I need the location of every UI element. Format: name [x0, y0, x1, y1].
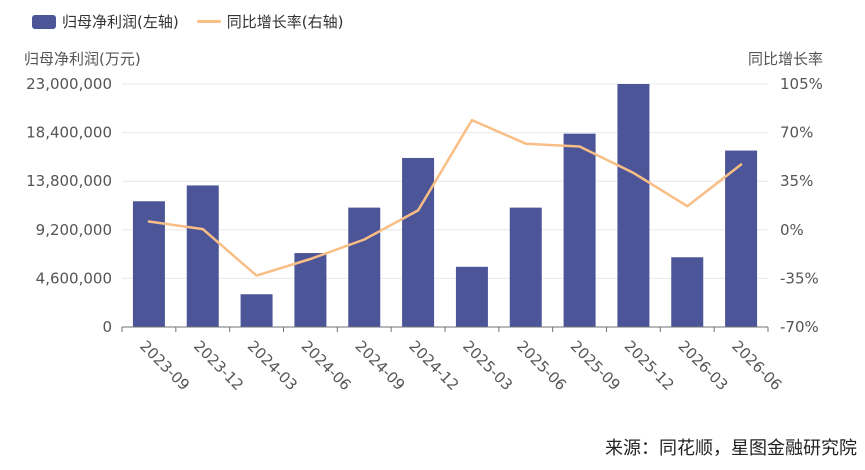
bar — [509, 207, 542, 327]
source-note: 来源：同花顺，星图金融研究院 — [605, 438, 857, 459]
bar — [402, 157, 435, 327]
y-left-tick-label: 18,400,000 — [26, 124, 112, 142]
bar — [132, 201, 165, 327]
x-tick-label: 2024-12 — [405, 337, 462, 394]
legend-label-growth: 同比增长率(右轴) — [226, 13, 344, 31]
bar — [563, 133, 596, 327]
x-tick-label: 2024-06 — [298, 337, 355, 394]
y-left-tick-label: 4,600,000 — [36, 269, 112, 287]
bar — [725, 150, 758, 327]
x-tick-label: 2026-03 — [674, 337, 731, 394]
x-tick-label: 2025-12 — [621, 337, 678, 394]
bar — [455, 266, 488, 327]
y-left-tick-label: 9,200,000 — [36, 221, 112, 239]
legend-item-profit[interactable]: 归母净利润(左轴) — [32, 11, 179, 32]
left-axis-title: 归母净利润(万元) — [24, 50, 141, 68]
x-tick-label: 2023-12 — [190, 337, 247, 394]
x-tick-label: 2026-06 — [728, 337, 785, 394]
legend-bar-swatch — [32, 14, 56, 29]
y-right-tick-label: 70% — [780, 124, 813, 142]
legend: 归母净利润(左轴) 同比增长率(右轴) — [32, 11, 361, 32]
y-right-tick-label: 0% — [780, 221, 804, 239]
right-axis-title: 同比增长率 — [747, 50, 823, 68]
legend-item-growth[interactable]: 同比增长率(右轴) — [196, 11, 344, 32]
y-left-tick-label: 13,800,000 — [26, 172, 112, 190]
y-right-tick-label: -70% — [780, 318, 819, 336]
y-right-tick-label: 105% — [780, 75, 823, 93]
y-left-tick-label: 0 — [102, 318, 112, 336]
legend-line-swatch — [196, 20, 221, 23]
growth-line — [147, 118, 743, 277]
x-tick-label: 2025-09 — [567, 337, 624, 394]
bar — [186, 185, 219, 327]
bar — [617, 84, 650, 327]
bar — [671, 257, 704, 327]
bar — [348, 207, 381, 327]
y-right-tick-label: 35% — [780, 172, 813, 190]
x-tick-label: 2025-03 — [459, 337, 516, 394]
x-tick-label: 2024-03 — [244, 337, 301, 394]
x-tick-label: 2025-06 — [513, 337, 570, 394]
bar — [240, 294, 273, 327]
bar — [294, 253, 327, 327]
x-tick-label: 2023-09 — [136, 337, 193, 394]
y-left-tick-label: 23,000,000 — [26, 75, 112, 93]
legend-label-profit: 归母净利润(左轴) — [62, 13, 179, 31]
x-tick-label: 2024-09 — [351, 337, 408, 394]
y-right-tick-label: -35% — [780, 269, 819, 287]
